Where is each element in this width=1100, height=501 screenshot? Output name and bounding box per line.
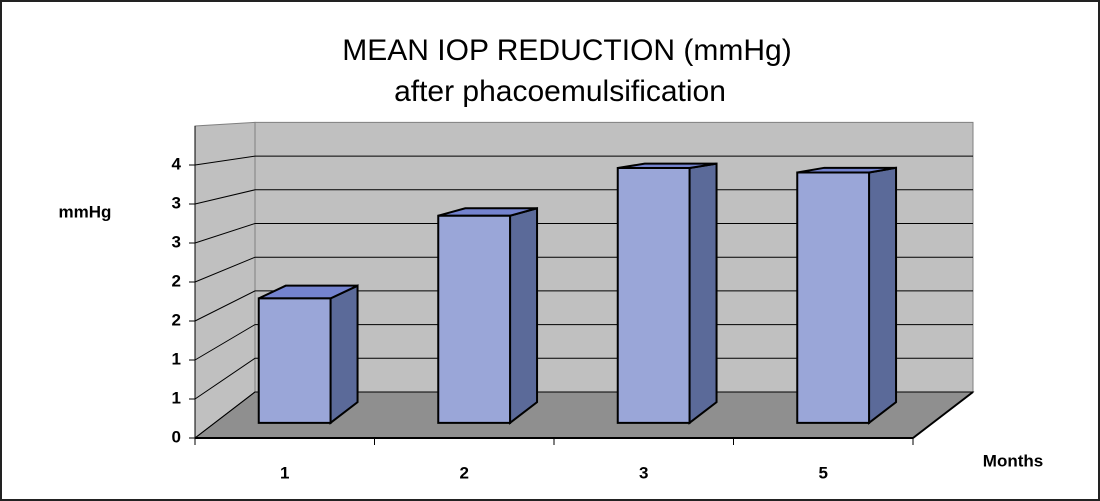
bar-front [796, 171, 871, 424]
chart-subtitle: after phacoemulsification [394, 75, 726, 108]
y-tick-label: 2 [172, 310, 181, 329]
bar-front [257, 297, 332, 424]
bar [616, 162, 718, 425]
floor-edge [912, 391, 974, 439]
y-tick-label: 4 [172, 154, 182, 173]
chart-title: MEAN IOP REDUCTION (mmHg) [342, 34, 791, 67]
x-axis-label: Months [983, 451, 1043, 470]
y-tick-label: 1 [172, 349, 181, 368]
bar [796, 166, 898, 425]
side-wall [194, 121, 256, 440]
bar-side [688, 162, 718, 425]
grid-line [194, 324, 973, 361]
y-tick-label: 2 [172, 271, 181, 290]
grid-line [194, 391, 973, 439]
y-tick-label: 3 [172, 193, 181, 212]
grid-line [194, 155, 973, 166]
bar [257, 284, 359, 425]
x-tick-label: 1 [280, 463, 289, 482]
y-tick-label: 0 [172, 427, 181, 446]
y-tick-label: 1 [172, 388, 181, 407]
bar-side [868, 166, 898, 425]
x-tick-label: 2 [460, 463, 469, 482]
grid-line [194, 290, 973, 322]
bar [437, 206, 539, 425]
bar-side [509, 206, 539, 425]
x-tick-label: 3 [639, 463, 648, 482]
bar-front [616, 167, 691, 424]
y-tick-label: 3 [172, 232, 181, 251]
grid-line [194, 256, 973, 283]
grid-line [194, 189, 973, 205]
x-tick-label: 5 [819, 463, 828, 482]
y-axis-label: mmHg [59, 202, 112, 221]
grid-line [194, 223, 973, 244]
grid-line [194, 357, 973, 400]
bar-front [437, 214, 512, 424]
bar-side [329, 284, 359, 425]
